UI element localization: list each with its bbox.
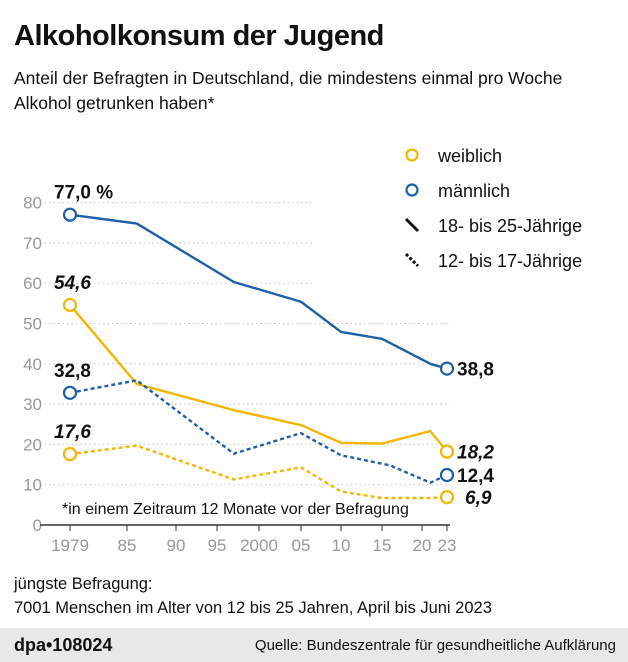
y-tick-label: 10: [23, 476, 42, 495]
y-tick-label: 0: [33, 516, 42, 535]
y-tick-label: 60: [23, 274, 42, 293]
legend-label: 12- bis 17-Jährige: [438, 251, 582, 271]
y-tick-label: 40: [23, 355, 42, 374]
data-point-marker: [439, 361, 455, 376]
data-point-marker: [439, 490, 455, 505]
data-point-marker: [62, 446, 78, 462]
data-point-marker: [62, 297, 78, 313]
data-label: 54,6: [54, 273, 91, 294]
survey-note-detail: 7001 Menschen im Alter von 12 bis 25 Jah…: [14, 599, 492, 617]
series-line: [69, 213, 448, 370]
x-tick-label: 23: [438, 536, 457, 555]
data-label: 38,8: [457, 360, 494, 381]
data-label: 6,9: [465, 488, 492, 509]
data-label: 12,4: [457, 466, 494, 487]
y-tick-label: 50: [23, 315, 42, 334]
legend-marker-icon: [405, 183, 419, 197]
x-tick-label: 85: [118, 536, 137, 555]
x-tick-label: 1979: [51, 536, 89, 555]
data-label: 32,8: [54, 361, 91, 382]
series-line: [69, 379, 448, 484]
y-tick-label: 30: [23, 395, 42, 414]
chart-subtitle: Anteil der Befragten in Deutschland, die…: [14, 68, 563, 113]
data-point-marker: [62, 207, 78, 222]
data-label: 18,2: [457, 443, 494, 464]
legend-label: männlich: [438, 181, 510, 201]
series-line: [69, 444, 448, 500]
data-label: 17,6: [54, 422, 91, 443]
footnote-annotation: *in einem Zeitraum 12 Monate vor der Bef…: [62, 501, 409, 518]
series-line: [69, 304, 448, 453]
line-chart: 0 10 20 30 40 50 60 70 80 1979 85 90 95 2000 05 10 15 20 2…: [23, 146, 582, 555]
y-tick-label: 70: [23, 234, 42, 253]
legend-line-icon: [404, 252, 420, 268]
legend-label: weiblich: [437, 146, 502, 166]
legend-marker-icon: [405, 148, 419, 162]
x-tick-label: 10: [332, 536, 351, 555]
x-tick-label: 20: [413, 536, 432, 555]
chart-title: Alkoholkonsum der Jugend: [14, 20, 384, 52]
x-tick-label: 05: [292, 536, 311, 555]
x-tick-label: 2000: [240, 536, 278, 555]
legend-line-icon: [404, 217, 420, 233]
x-tick-label: 15: [373, 536, 392, 555]
y-tick-label: 80: [23, 194, 42, 213]
data-label: 77,0 %: [54, 183, 113, 204]
survey-note: jüngste Befragung: 7001 Menschen im Alte…: [14, 572, 492, 620]
legend-label: 18- bis 25-Jährige: [438, 216, 582, 236]
footer: dpa•108024 Quelle: Bundeszentrale für ge…: [0, 628, 628, 662]
y-tick-label: 20: [23, 435, 42, 454]
data-point-marker: [439, 467, 455, 483]
dpa-logo: dpa•108024: [14, 635, 113, 655]
source-credit: Quelle: Bundeszentrale für gesundheitlic…: [254, 637, 616, 654]
x-tick-label: 90: [167, 536, 186, 555]
data-point-marker: [439, 444, 455, 459]
data-point-marker: [62, 385, 78, 400]
survey-note-heading: jüngste Befragung:: [14, 575, 153, 593]
x-tick-label: 95: [208, 536, 227, 555]
